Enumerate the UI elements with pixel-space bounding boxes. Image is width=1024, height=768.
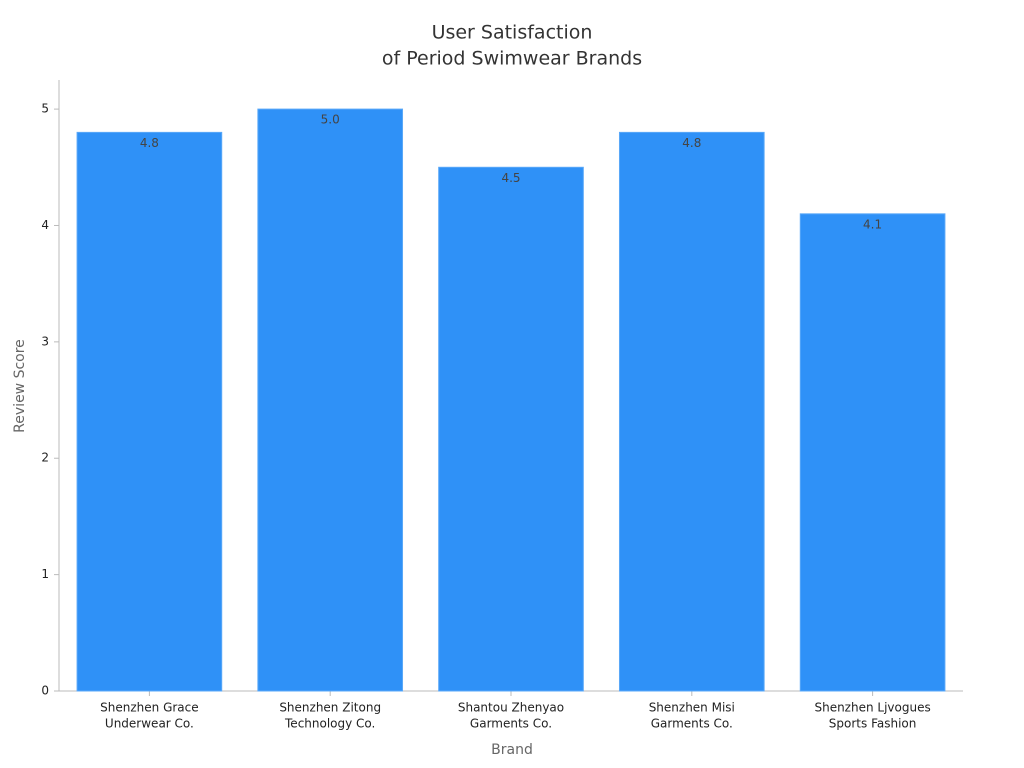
bar bbox=[438, 166, 584, 692]
x-tick-label: Shenzhen Ljvogues bbox=[814, 701, 930, 715]
y-tick-label: 5 bbox=[41, 102, 49, 116]
x-axis-label: Brand bbox=[491, 742, 533, 758]
x-tick-label: Garments Co. bbox=[470, 717, 552, 731]
y-axis-label: Review Score bbox=[12, 339, 28, 433]
value-label: 4.8 bbox=[140, 136, 159, 150]
bar bbox=[76, 131, 223, 692]
x-tick-label: Shenzhen Grace bbox=[100, 701, 198, 715]
y-tick-label: 1 bbox=[41, 567, 49, 581]
x-tick-label: Shantou Zhenyao bbox=[458, 701, 564, 715]
x-tick-label: Underwear Co. bbox=[105, 717, 194, 731]
chart-title: of Period Swimwear Brands bbox=[382, 48, 642, 70]
bar bbox=[799, 213, 946, 692]
y-tick-label: 2 bbox=[41, 451, 49, 465]
x-tick-label: Shenzhen Zitong bbox=[279, 701, 381, 715]
bar bbox=[618, 131, 765, 692]
value-label: 4.8 bbox=[682, 136, 701, 150]
y-tick-label: 3 bbox=[41, 334, 49, 348]
value-label: 4.1 bbox=[863, 217, 882, 231]
y-tick-label: 4 bbox=[41, 218, 49, 232]
x-tick-label: Garments Co. bbox=[651, 717, 733, 731]
x-tick-label: Sports Fashion bbox=[829, 717, 917, 731]
value-label: 4.5 bbox=[501, 171, 520, 185]
bar bbox=[257, 108, 404, 692]
y-tick-label: 0 bbox=[41, 684, 49, 698]
chart-title: User Satisfaction bbox=[432, 22, 593, 44]
value-label: 5.0 bbox=[321, 113, 340, 127]
x-tick-label: Shenzhen Misi bbox=[649, 701, 735, 715]
x-tick-label: Technology Co. bbox=[284, 717, 375, 731]
